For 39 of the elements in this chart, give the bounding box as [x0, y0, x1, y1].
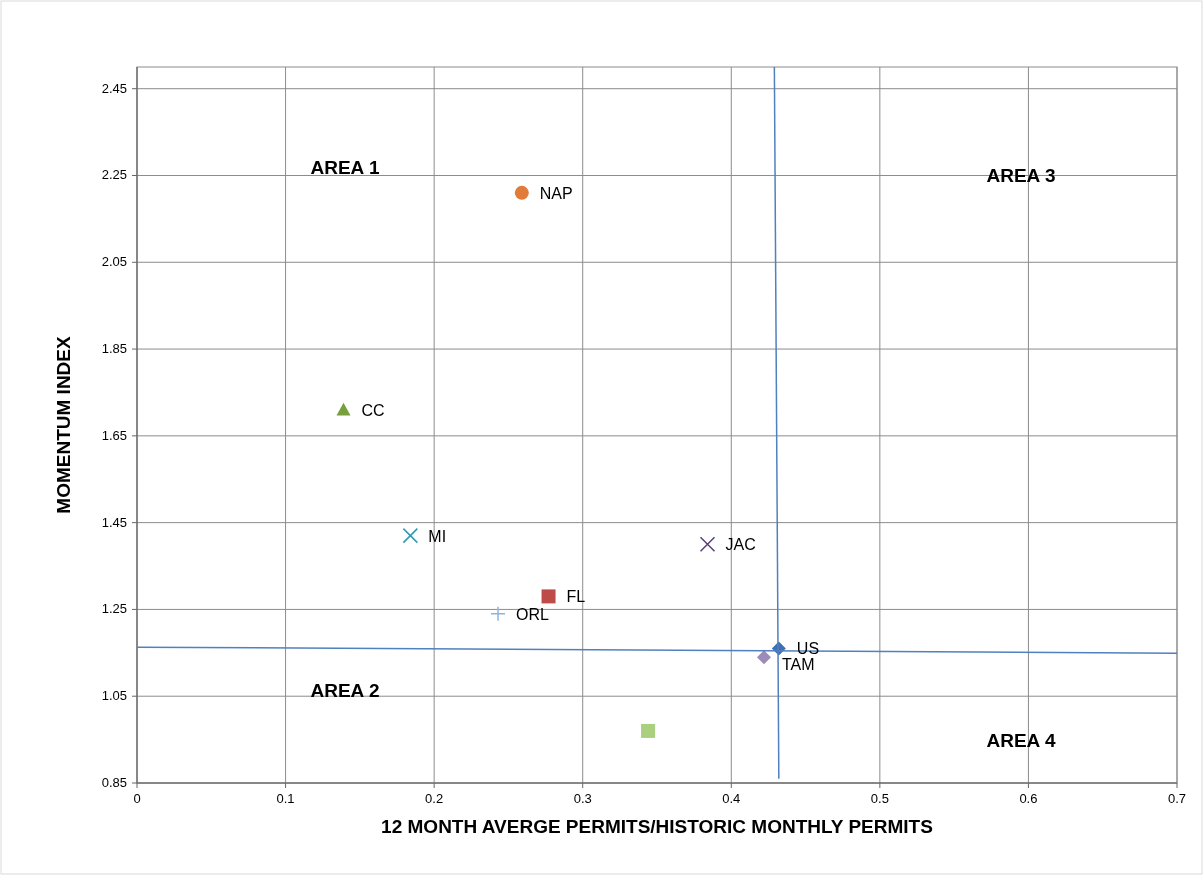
x-tick-label: 0.6	[1019, 791, 1038, 806]
x-tick-label: 0.5	[870, 791, 889, 806]
series-label: MI	[428, 527, 447, 545]
y-tick-label: 2.05	[101, 254, 127, 270]
y-tick-label: 1.65	[101, 427, 127, 443]
x-tick-label: 0.4	[722, 791, 741, 806]
series-label: US	[796, 640, 820, 658]
y-tick-label: 2.45	[101, 80, 127, 96]
annotation: AREA 4	[986, 730, 1056, 752]
point	[699, 536, 716, 553]
annotation: AREA 2	[310, 680, 380, 702]
y-tick-label: 1.25	[101, 601, 127, 617]
y-tick-label: 1.45	[101, 514, 127, 530]
y-tick-label: 0.85	[101, 775, 127, 790]
annotation: AREA 1	[310, 157, 380, 179]
x-axis-title: 12 MONTH AVERGE PERMITS/HISTORIC MONTHLY PERMITS	[381, 816, 933, 837]
series-label: FL	[566, 588, 586, 606]
x-tick-label: 0.3	[573, 791, 592, 806]
series-label: NAP	[539, 184, 573, 202]
series-label: TAM	[781, 656, 815, 674]
y-tick-label: 1.85	[101, 341, 127, 357]
point	[490, 606, 506, 622]
y-axis-title: MOMENTUM INDEX	[53, 336, 74, 514]
x-tick-label: 0.7	[1167, 791, 1187, 806]
point	[514, 185, 529, 200]
y-tick-label: 1.05	[101, 688, 127, 704]
point	[756, 650, 771, 665]
series-label: JAC	[725, 536, 756, 554]
x-tick-label: 0.2	[425, 791, 444, 806]
point	[641, 723, 656, 738]
x-tick-label: 0	[133, 791, 141, 806]
point	[336, 402, 351, 416]
point	[402, 527, 419, 544]
point	[541, 589, 556, 604]
annotation: AREA 3	[986, 164, 1056, 186]
series-label: CC	[361, 401, 385, 419]
series-label: ORL	[516, 605, 550, 623]
y-tick-label: 2.25	[101, 167, 127, 183]
x-tick-label: 0.1	[276, 791, 295, 806]
